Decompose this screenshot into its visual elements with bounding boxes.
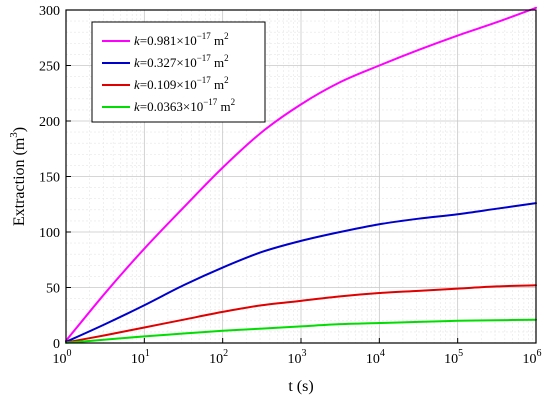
y-axis-label: Extraction (m3) <box>8 127 28 226</box>
legend-var: k <box>134 99 140 114</box>
x-tick-label: 106 <box>523 348 542 367</box>
y-tick-label: 300 <box>39 4 60 19</box>
series-line-2 <box>65 284 537 344</box>
legend-unit: m <box>211 55 224 70</box>
legend-entry-3: k=0.0363×10−17 m2 <box>134 97 235 114</box>
x-tick-exponent: 5 <box>458 348 463 359</box>
x-tick-label: 105 <box>444 348 463 367</box>
legend-value: =0.0363×10 <box>140 99 203 114</box>
legend-entry-1: k=0.327×10−17 m2 <box>134 53 229 70</box>
legend-var: k <box>134 55 140 70</box>
x-tick-base: 10 <box>288 352 302 367</box>
x-tick-label: 103 <box>288 348 307 367</box>
x-tick-base: 10 <box>523 352 537 367</box>
x-tick-exponent: 6 <box>537 348 542 359</box>
legend-unit-exp: 2 <box>224 75 229 85</box>
legend-unit: m <box>211 33 224 48</box>
y-tick-label: 250 <box>39 60 60 75</box>
y-tick-label: 150 <box>39 171 60 186</box>
legend-unit-exp: 2 <box>224 53 229 63</box>
legend-unit-exp: 2 <box>224 31 229 41</box>
x-tick-exponent: 2 <box>223 348 228 359</box>
x-tick-exponent: 3 <box>302 348 307 359</box>
x-tick-exponent: 4 <box>380 348 385 359</box>
legend-entry-2: k=0.109×10−17 m2 <box>134 75 229 92</box>
y-tick-label: 0 <box>53 337 60 352</box>
legend-value: =0.109×10 <box>140 77 197 92</box>
legend-unit: m <box>217 99 230 114</box>
legend-exp: −17 <box>197 31 212 41</box>
x-tick-label: 104 <box>366 348 385 367</box>
series-lines <box>65 6 537 344</box>
y-tick-label: 100 <box>39 226 60 241</box>
legend-exp: −17 <box>197 53 212 63</box>
x-tick-base: 10 <box>131 352 145 367</box>
legend-value: =0.327×10 <box>140 55 197 70</box>
y-tick-label: 200 <box>39 115 60 130</box>
legend-entry-0: k=0.981×10−17 m2 <box>134 31 229 48</box>
series-line-0 <box>65 6 537 342</box>
x-tick-base: 10 <box>444 352 458 367</box>
x-tick-exponent: 1 <box>145 348 150 359</box>
legend-exp: −17 <box>203 97 218 107</box>
series-line-3 <box>65 318 537 344</box>
legend-value: =0.981×10 <box>140 33 197 48</box>
y-tick-label: 50 <box>46 282 60 297</box>
x-tick-base: 10 <box>53 352 67 367</box>
legend-unit-exp: 2 <box>231 97 236 107</box>
legend: k=0.981×10−17 m2k=0.327×10−17 m2k=0.109×… <box>91 21 266 123</box>
x-tick-base: 10 <box>366 352 380 367</box>
x-tick-base: 10 <box>209 352 223 367</box>
x-tick-label: 100 <box>53 348 72 367</box>
legend-box <box>91 21 266 123</box>
legend-var: k <box>134 77 140 92</box>
series-line-1 <box>65 202 537 343</box>
x-tick-label: 101 <box>131 348 150 367</box>
legend-exp: −17 <box>197 75 212 85</box>
legend-unit: m <box>211 77 224 92</box>
legend-var: k <box>134 33 140 48</box>
x-tick-exponent: 0 <box>67 348 72 359</box>
x-axis-label: t (s) <box>288 378 313 395</box>
x-tick-label: 102 <box>209 348 228 367</box>
